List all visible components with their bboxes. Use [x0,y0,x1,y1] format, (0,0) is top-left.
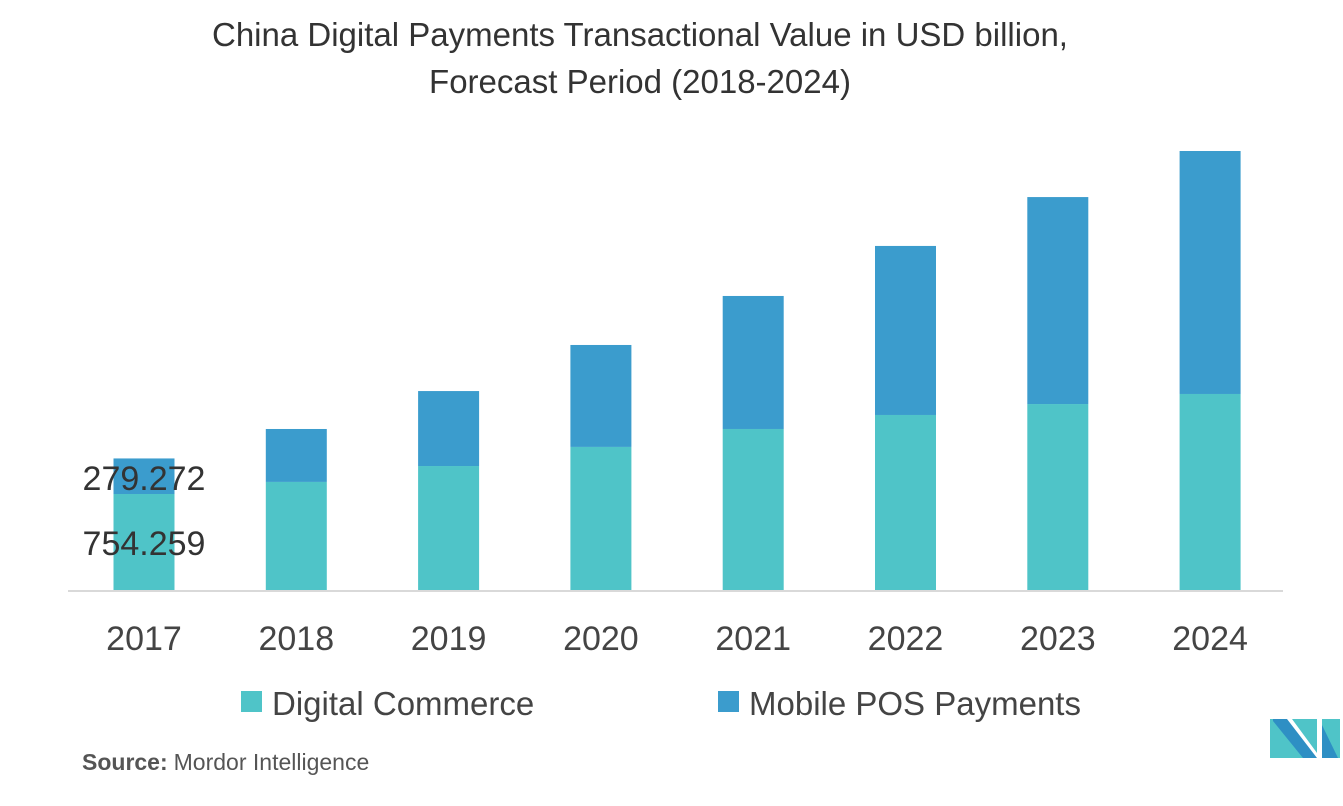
chart-title: China Digital Payments Transactional Val… [212,16,1068,53]
bar-2021-digital-commerce [722,428,784,590]
x-tick-label-2020: 2020 [563,620,639,658]
bar-2021-mobile-pos-payments [722,295,784,429]
bar-2018-digital-commerce [265,481,327,590]
x-axis-ticks: 2017 2018 2019 2020 2021 2022 2023 2024 [106,620,1248,658]
chart-subtitle: Forecast Period (2018-2024) [429,63,851,100]
x-tick-label-2019: 2019 [411,620,487,658]
bars [113,150,1241,590]
bar-2024-digital-commerce [1179,393,1241,590]
x-tick-label-2018: 2018 [258,620,334,658]
bar-2022-mobile-pos-payments [875,245,936,415]
source-text: Mordor Intelligence [174,749,370,775]
bar-2022-digital-commerce [875,414,936,590]
legend: Digital Commerce Mobile POS Payments [241,685,1081,722]
legend-swatch-mobile-pos [718,691,739,712]
data-label-2017-mobile-pos: 279.272 [83,460,206,498]
bar-2017-mobile-pos-payments [113,458,175,494]
data-label-2017-digital-commerce: 754.259 [83,525,206,563]
x-tick-label-2024: 2024 [1172,620,1248,658]
bar-2019-mobile-pos-payments [418,391,480,467]
bar-2020-mobile-pos-payments [570,344,632,447]
source-label: Source: [82,749,168,775]
x-tick-label-2022: 2022 [868,620,944,658]
x-tick-label-2021: 2021 [715,620,791,658]
x-tick-label-2023: 2023 [1020,620,1096,658]
bar-2024-mobile-pos-payments [1179,150,1241,394]
bar-2017-digital-commerce [113,493,175,590]
legend-swatch-digital-commerce [241,691,262,712]
bar-2023-mobile-pos-payments [1027,197,1089,405]
x-tick-label-2017: 2017 [106,620,182,658]
legend-label-mobile-pos: Mobile POS Payments [749,685,1081,722]
source-note: Source: Mordor Intelligence [82,749,369,775]
bar-2018-mobile-pos-payments [265,428,327,482]
bar-2023-digital-commerce [1027,404,1089,590]
mordor-logo-icon [1270,719,1340,758]
bar-2019-digital-commerce [418,466,480,590]
legend-label-digital-commerce: Digital Commerce [272,685,534,722]
bar-2020-digital-commerce [570,446,632,590]
